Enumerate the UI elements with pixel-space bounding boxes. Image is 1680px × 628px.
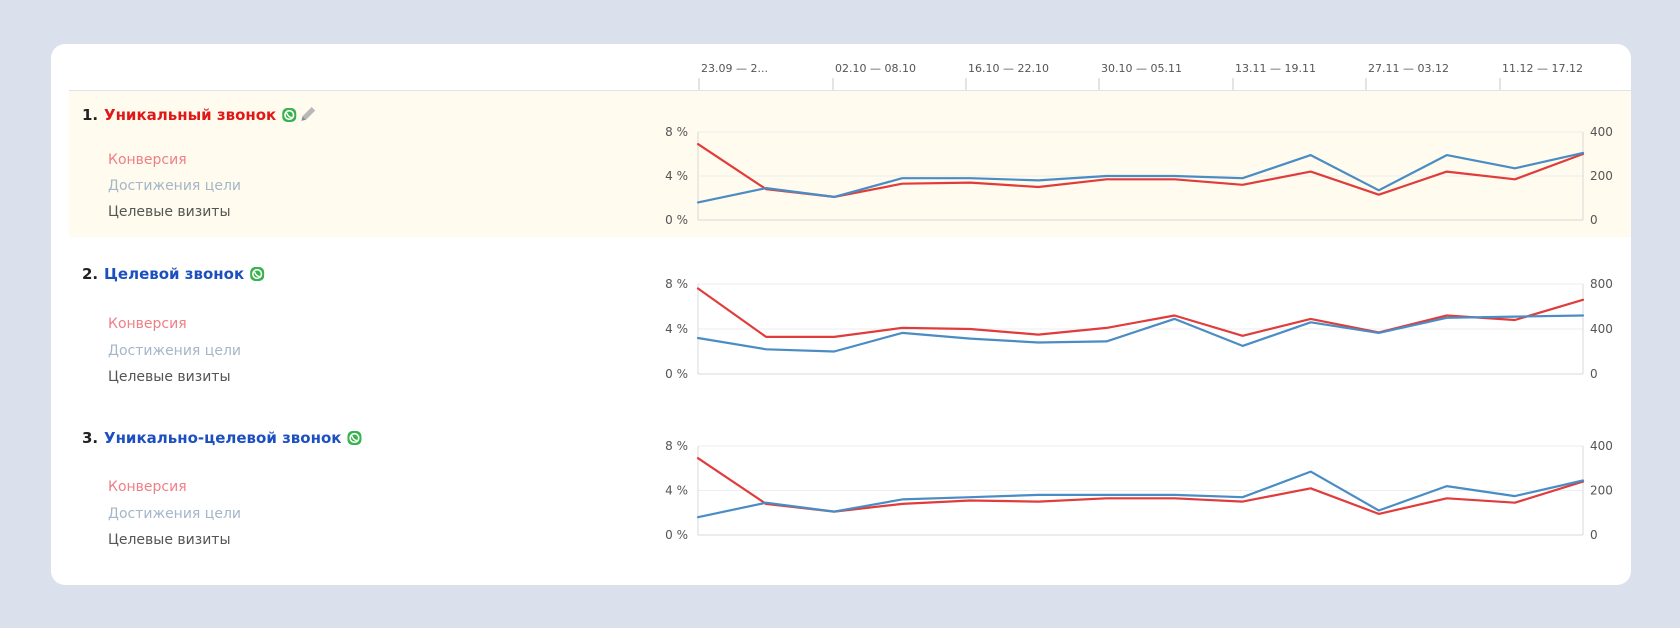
left-axis-tick-label: 8 % xyxy=(665,125,688,139)
left-axis-tick-label: 4 % xyxy=(665,322,688,336)
timeline-label: 30.10 — 05.11 xyxy=(1101,62,1182,75)
goal-title[interactable]: Уникально-целевой звонок xyxy=(104,429,341,447)
goals-report-card: 23.09 — 2... 02.10 — 08.10 16.10 — 22.10 30… xyxy=(51,44,1631,585)
visits-series-line xyxy=(696,470,1585,519)
visits-series-line xyxy=(696,314,1585,353)
left-axis-tick-label: 0 % xyxy=(665,367,688,381)
conversion-series-line xyxy=(696,287,1585,338)
timeline-label: 11.12 — 17.12 xyxy=(1502,62,1583,75)
timeline-label: 23.09 — 2... xyxy=(701,62,768,75)
metric-conversion-label: Конверсия xyxy=(108,152,187,168)
metric-visits-label: Целевые визиты xyxy=(108,369,231,385)
pencil-icon[interactable] xyxy=(300,107,316,123)
goal-row-highlight xyxy=(69,91,1631,237)
timeline-label: 02.10 — 08.10 xyxy=(835,62,916,75)
metric-reaches-label: Достижения цели xyxy=(108,343,241,359)
right-axis-tick-label: 400 xyxy=(1590,322,1613,336)
goal-title[interactable]: Уникальный звонок xyxy=(104,106,276,124)
left-axis-tick-label: 4 % xyxy=(665,484,688,498)
phone-icon xyxy=(250,267,265,281)
metric-visits-label: Целевые визиты xyxy=(108,532,231,548)
goal-number: 3. xyxy=(82,429,98,447)
metric-visits-label: Целевые визиты xyxy=(108,204,231,220)
left-axis-tick-label: 0 % xyxy=(665,213,688,227)
goal-number: 1. xyxy=(82,106,98,124)
timeline-label: 16.10 — 22.10 xyxy=(968,62,1049,75)
goals-chart-area: 23.09 — 2... 02.10 — 08.10 16.10 — 22.10 30… xyxy=(51,44,1631,585)
right-axis-tick-label: 400 xyxy=(1590,125,1613,139)
goal-title[interactable]: Целевой звонок xyxy=(104,265,244,283)
right-axis-tick-label: 800 xyxy=(1590,277,1613,291)
metric-reaches-label: Достижения цели xyxy=(108,506,241,522)
right-axis-tick-label: 200 xyxy=(1590,169,1613,183)
metric-conversion-label: Конверсия xyxy=(108,316,187,332)
right-axis-tick-label: 200 xyxy=(1590,484,1613,498)
timeline-label: 27.11 — 03.12 xyxy=(1368,62,1449,75)
left-axis-tick-label: 0 % xyxy=(665,528,688,542)
phone-icon xyxy=(347,431,362,445)
left-axis-tick-label: 8 % xyxy=(665,277,688,291)
right-axis-tick-label: 0 xyxy=(1590,367,1598,381)
left-axis-tick-label: 4 % xyxy=(665,169,688,183)
visits-series-line xyxy=(696,151,1585,204)
phone-icon xyxy=(282,108,297,122)
right-axis-tick-label: 0 xyxy=(1590,213,1598,227)
right-axis-tick-label: 400 xyxy=(1590,439,1613,453)
left-axis-tick-label: 8 % xyxy=(665,439,688,453)
metric-reaches-label: Достижения цели xyxy=(108,178,241,194)
timeline-label: 13.11 — 19.11 xyxy=(1235,62,1316,75)
goal-number: 2. xyxy=(82,265,98,283)
metric-conversion-label: Конверсия xyxy=(108,479,187,495)
right-axis-tick-label: 0 xyxy=(1590,528,1598,542)
